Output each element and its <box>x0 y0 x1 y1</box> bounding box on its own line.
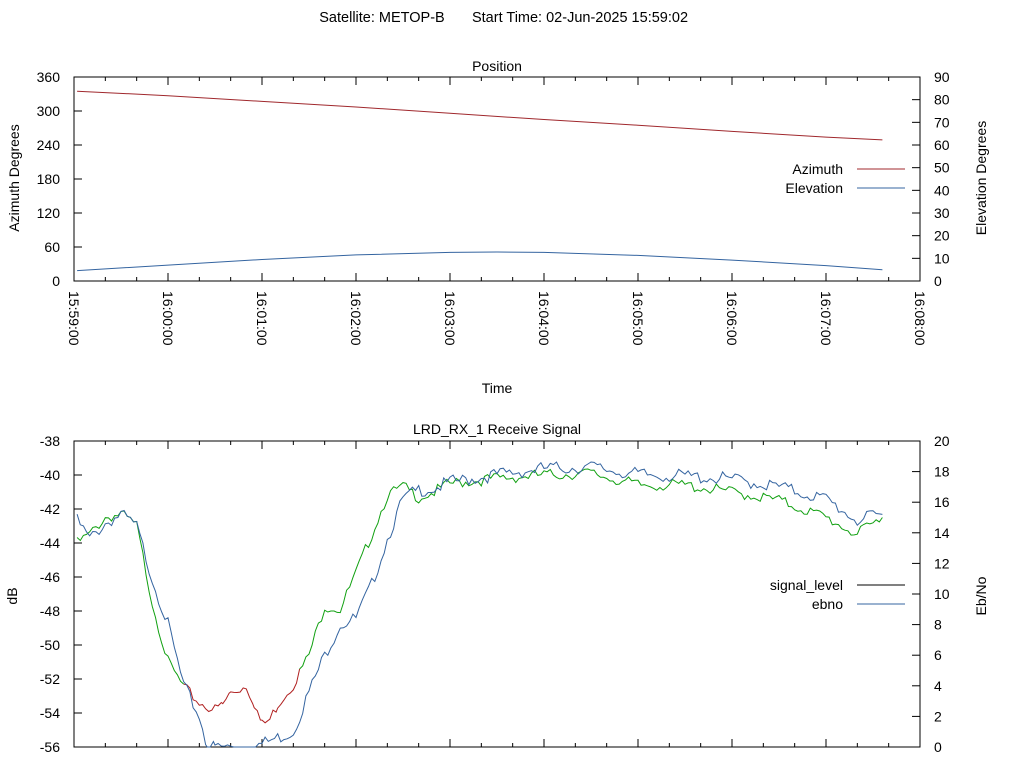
x-tick-label: 16:02:00 <box>348 291 364 346</box>
azimuth-axis-label: Azimuth Degrees <box>6 124 22 231</box>
y-tick-label: -56 <box>40 739 60 755</box>
y-tick-label: -46 <box>40 569 60 585</box>
y2-tick-label: 8 <box>934 617 942 633</box>
y-tick-label: -40 <box>40 467 60 483</box>
y-tick-label: 120 <box>37 205 61 221</box>
y-tick-label: 60 <box>44 239 60 255</box>
y-tick-label: -50 <box>40 637 60 653</box>
y2-tick-label: 0 <box>934 739 942 755</box>
ebno-axis-ticks: 0 2 4 6 8 10 12 14 16 18 20 <box>934 433 950 755</box>
time-axis-label: Time <box>482 380 513 396</box>
receive-signal-legend: signal_level ebno <box>770 577 905 612</box>
x-tick-label: 16:06:00 <box>724 291 740 346</box>
y-tick-label: 240 <box>37 137 61 153</box>
y2-tick-label: 18 <box>934 464 950 480</box>
receive-signal-lines <box>76 461 883 748</box>
receive-signal-chart-title: LRD_RX_1 Receive Signal <box>413 421 581 437</box>
y-tick-label: 180 <box>37 171 61 187</box>
elevation-axis-label: Elevation Degrees <box>973 121 989 235</box>
y-tick-label: -48 <box>40 603 60 619</box>
y-tick-label: -42 <box>40 501 60 517</box>
y-tick-label: -54 <box>40 705 60 721</box>
time-axis-ticks: 15:59:00 16:00:00 16:01:00 16:02:00 16:03:00… <box>66 291 928 346</box>
ebno-axis-label: Eb/No <box>973 576 989 615</box>
legend-label-elevation: Elevation <box>785 180 843 196</box>
y2-tick-label: 80 <box>934 92 950 108</box>
position-chart-frame <box>73 76 921 282</box>
y2-tick-label: 0 <box>934 273 942 289</box>
y-tick-label: -38 <box>40 433 60 449</box>
x-tick-label: 16:05:00 <box>630 291 646 346</box>
y2-tick-label: 40 <box>934 182 950 198</box>
legend-label-signal-level: signal_level <box>770 577 843 593</box>
y2-tick-label: 90 <box>934 69 950 85</box>
series-line-signal-level <box>299 468 883 670</box>
receive-signal-chart-frame <box>73 440 921 748</box>
plot-border <box>73 76 921 282</box>
series-line-signal-level <box>76 510 185 685</box>
legend-label-azimuth: Azimuth <box>792 161 843 177</box>
receive-signal-chart: LRD_RX_1 Receive Signal -56-54-52-50-48-… <box>4 421 989 755</box>
azimuth-axis-ticks: 0 60 120 180 240 300 360 <box>37 69 61 289</box>
y2-tick-label: 30 <box>934 205 950 221</box>
position-legend: Azimuth Elevation <box>785 161 905 196</box>
x-tick-label: 16:03:00 <box>442 291 458 346</box>
position-chart: Position 0 60 120 180 240 300 360 0 10 20 30 40 50 6… <box>6 58 989 396</box>
y2-tick-label: 10 <box>934 586 950 602</box>
x-tick-label: 16:00:00 <box>160 291 176 346</box>
y2-tick-label: 16 <box>934 494 950 510</box>
series-line-ebno <box>76 461 883 748</box>
y2-tick-label: 6 <box>934 647 942 663</box>
series-line-azimuth <box>77 90 883 141</box>
start-time-label: Start Time: 02-Jun-2025 15:59:02 <box>472 10 688 26</box>
x-tick-label: 16:08:00 <box>912 291 928 346</box>
y2-tick-label: 10 <box>934 250 950 266</box>
y2-tick-label: 60 <box>934 137 950 153</box>
y2-tick-label: 20 <box>934 433 950 449</box>
x-tick-label: 16:01:00 <box>254 291 270 346</box>
db-axis-ticks: -56 -54 -52 -50 -48 -46 -44 -42 -40 -38 <box>40 433 60 755</box>
y-tick-label: 360 <box>37 69 61 85</box>
y2-tick-label: 14 <box>934 525 950 541</box>
y-tick-label: -52 <box>40 671 60 687</box>
x-tick-label: 16:04:00 <box>536 291 552 346</box>
satellite-label: Satellite: METOP-B <box>319 10 444 26</box>
y2-tick-label: 20 <box>934 228 950 244</box>
plot-border <box>73 440 921 748</box>
y2-tick-label: 4 <box>934 678 942 694</box>
db-axis-label: dB <box>4 587 20 604</box>
legend-label-ebno: ebno <box>812 596 843 612</box>
y2-tick-label: 70 <box>934 114 950 130</box>
position-chart-title: Position <box>472 58 522 74</box>
y2-tick-label: 50 <box>934 160 950 176</box>
y-tick-label: 0 <box>52 273 60 289</box>
series-line-signal-level <box>183 668 301 724</box>
series-line-elevation <box>77 251 883 272</box>
y-tick-label: 300 <box>37 103 61 119</box>
y2-tick-label: 12 <box>934 555 950 571</box>
position-chart-lines <box>77 90 883 272</box>
y2-tick-label: 2 <box>934 708 942 724</box>
x-tick-label: 15:59:00 <box>66 291 82 346</box>
elevation-axis-ticks: 0 10 20 30 40 50 60 70 80 90 <box>934 69 950 289</box>
x-tick-label: 16:07:00 <box>818 291 834 346</box>
y-tick-label: -44 <box>40 535 60 551</box>
